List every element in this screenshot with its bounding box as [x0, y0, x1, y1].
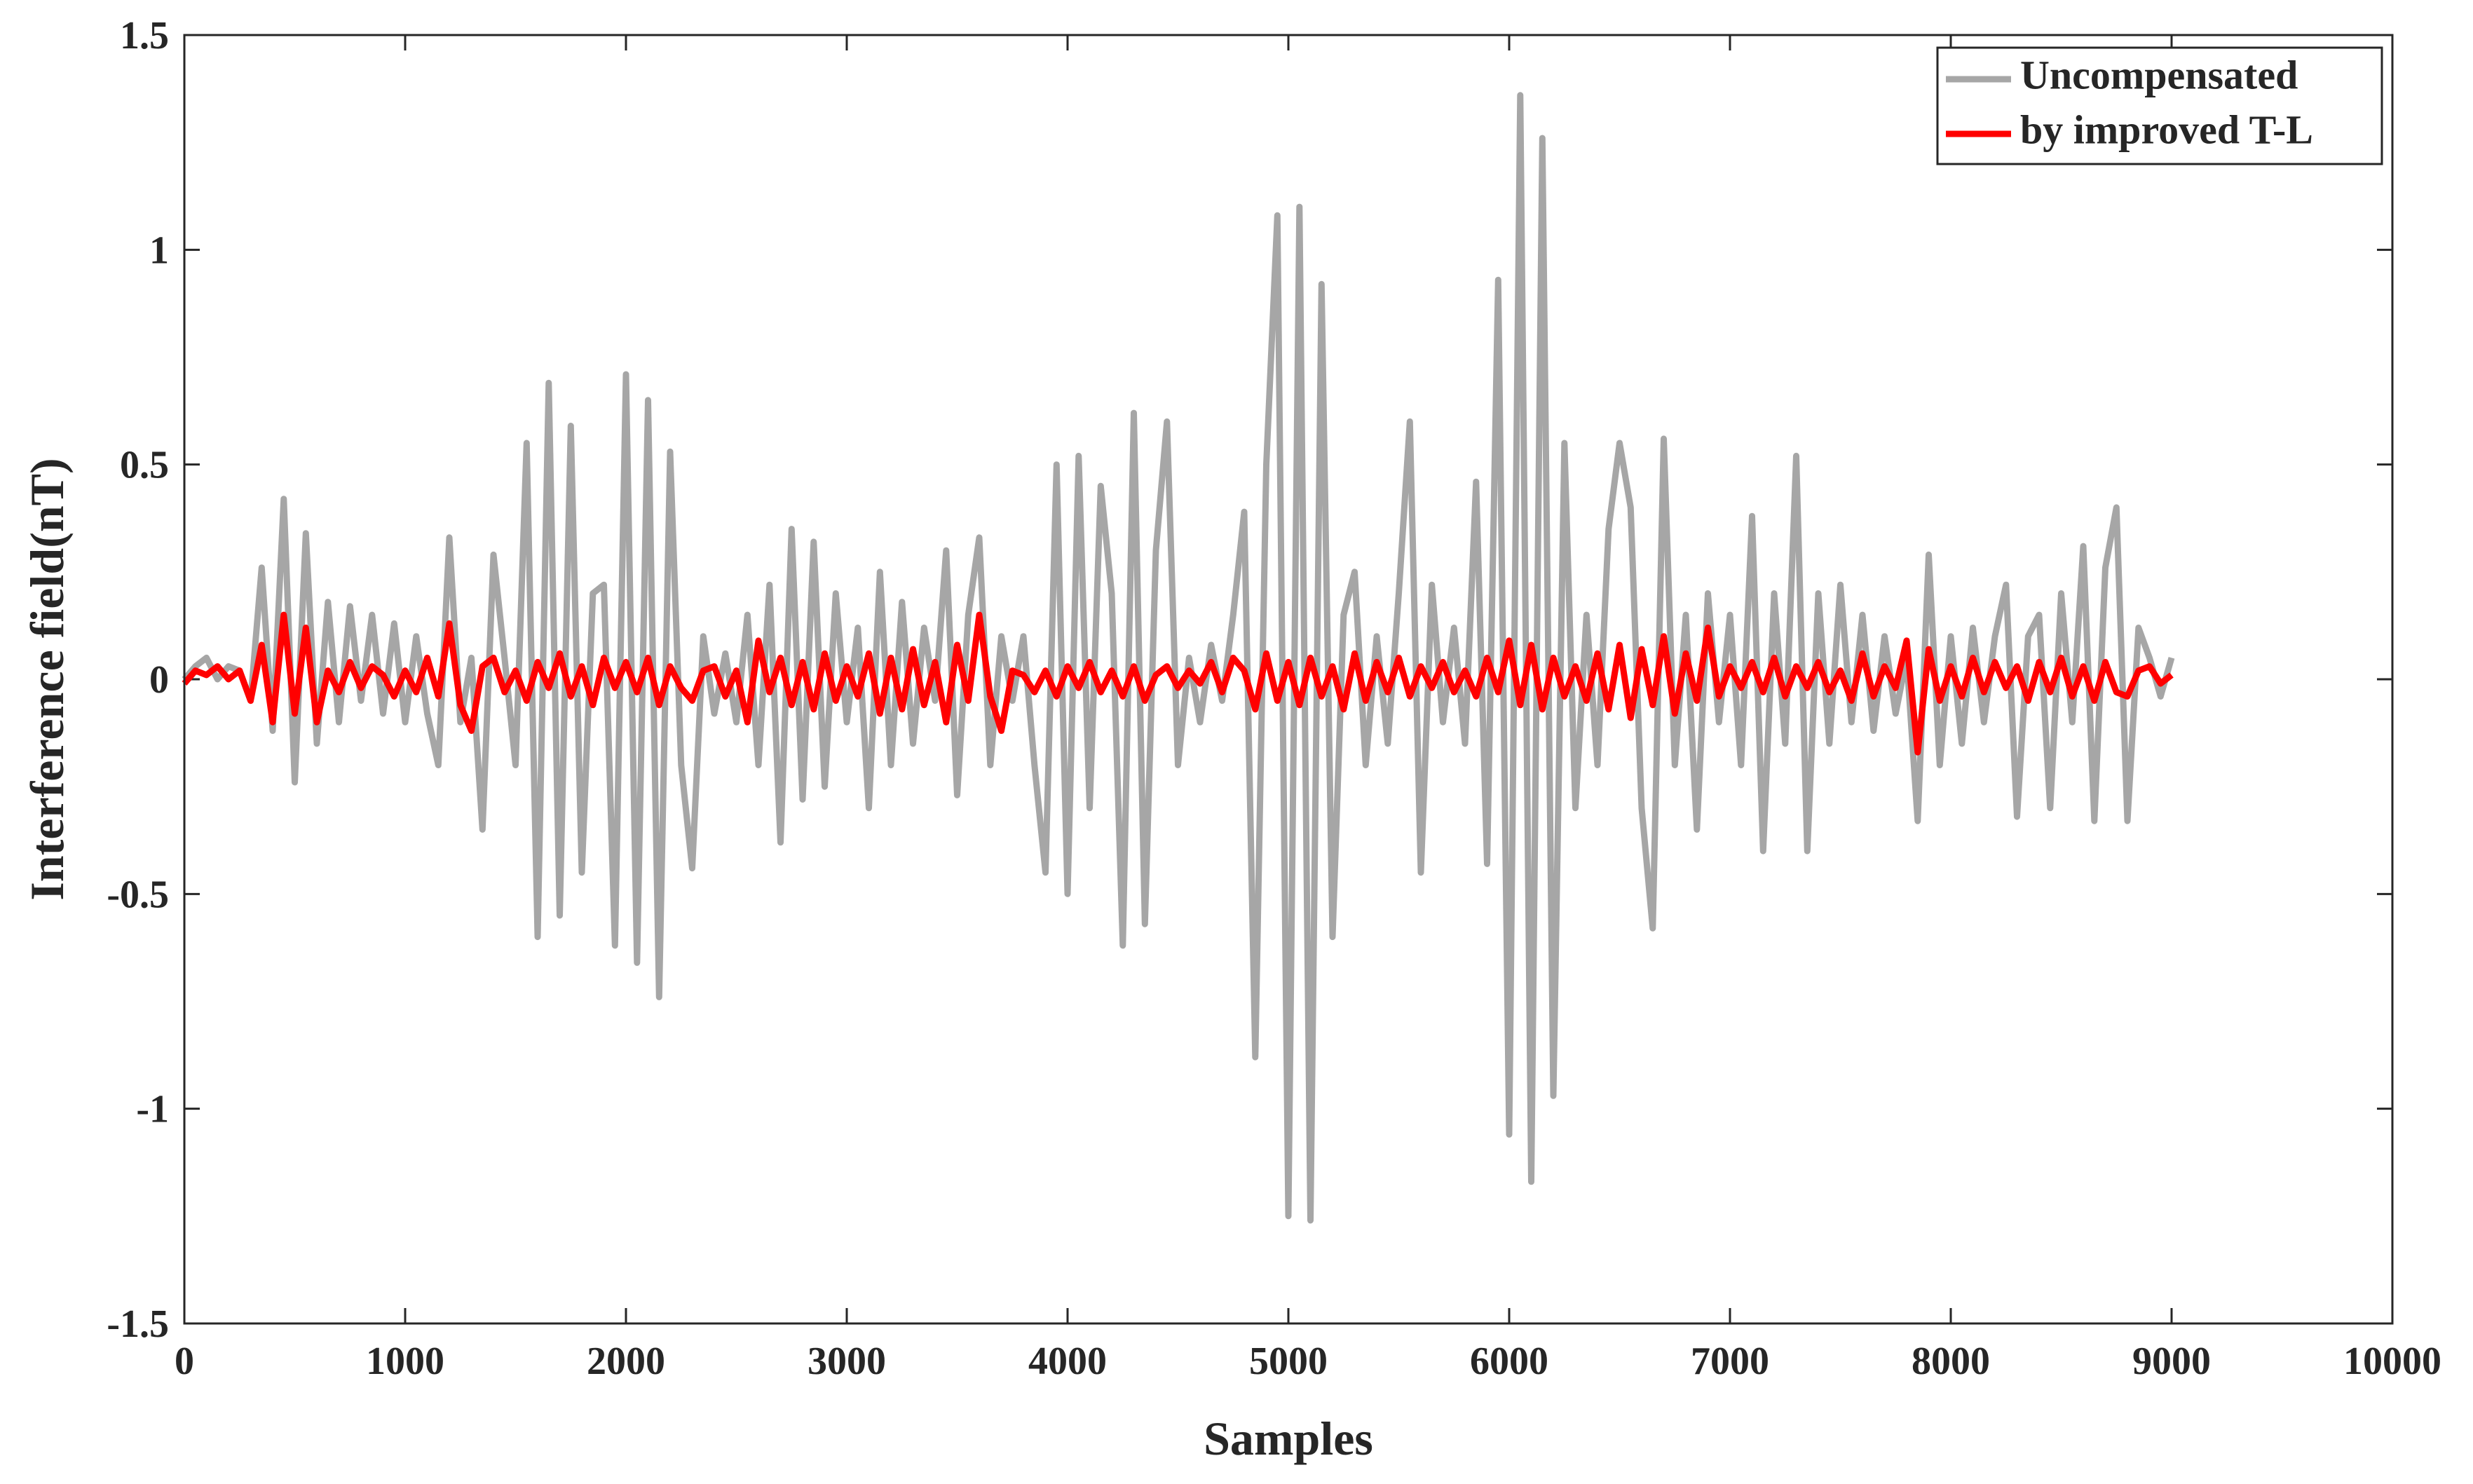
y-tick-label: -1.5 [107, 1302, 169, 1346]
legend-label: Uncompensated [2020, 52, 2298, 97]
x-tick-label: 7000 [1691, 1340, 1769, 1383]
y-tick-label: -1 [136, 1088, 169, 1131]
x-tick-label: 1000 [366, 1340, 444, 1383]
x-tick-label: 5000 [1249, 1340, 1328, 1383]
x-tick-label: 3000 [808, 1340, 886, 1383]
x-tick-label: 10000 [2343, 1340, 2441, 1383]
x-tick-label: 0 [175, 1340, 194, 1383]
legend-label: by improved T-L [2020, 107, 2313, 152]
y-tick-label: 1 [149, 229, 169, 272]
x-tick-label: 2000 [587, 1340, 665, 1383]
x-tick-label: 9000 [2132, 1340, 2211, 1383]
x-axis-label: Samples [1204, 1412, 1373, 1465]
legend-box [1936, 46, 2383, 165]
x-tick-label: 4000 [1028, 1340, 1107, 1383]
y-axis-label: Interference field(nT) [20, 458, 74, 900]
line-series [182, 92, 2175, 1224]
line-series [182, 611, 2174, 756]
plot-frame [183, 34, 2394, 1325]
x-tick-label: 6000 [1470, 1340, 1548, 1383]
y-tick-label: -0.5 [107, 873, 169, 916]
y-tick-label: 1.5 [120, 14, 169, 57]
x-tick-label: 8000 [1912, 1340, 1990, 1383]
y-tick-label: 0.5 [120, 444, 169, 487]
y-tick-label: 0 [149, 658, 169, 702]
